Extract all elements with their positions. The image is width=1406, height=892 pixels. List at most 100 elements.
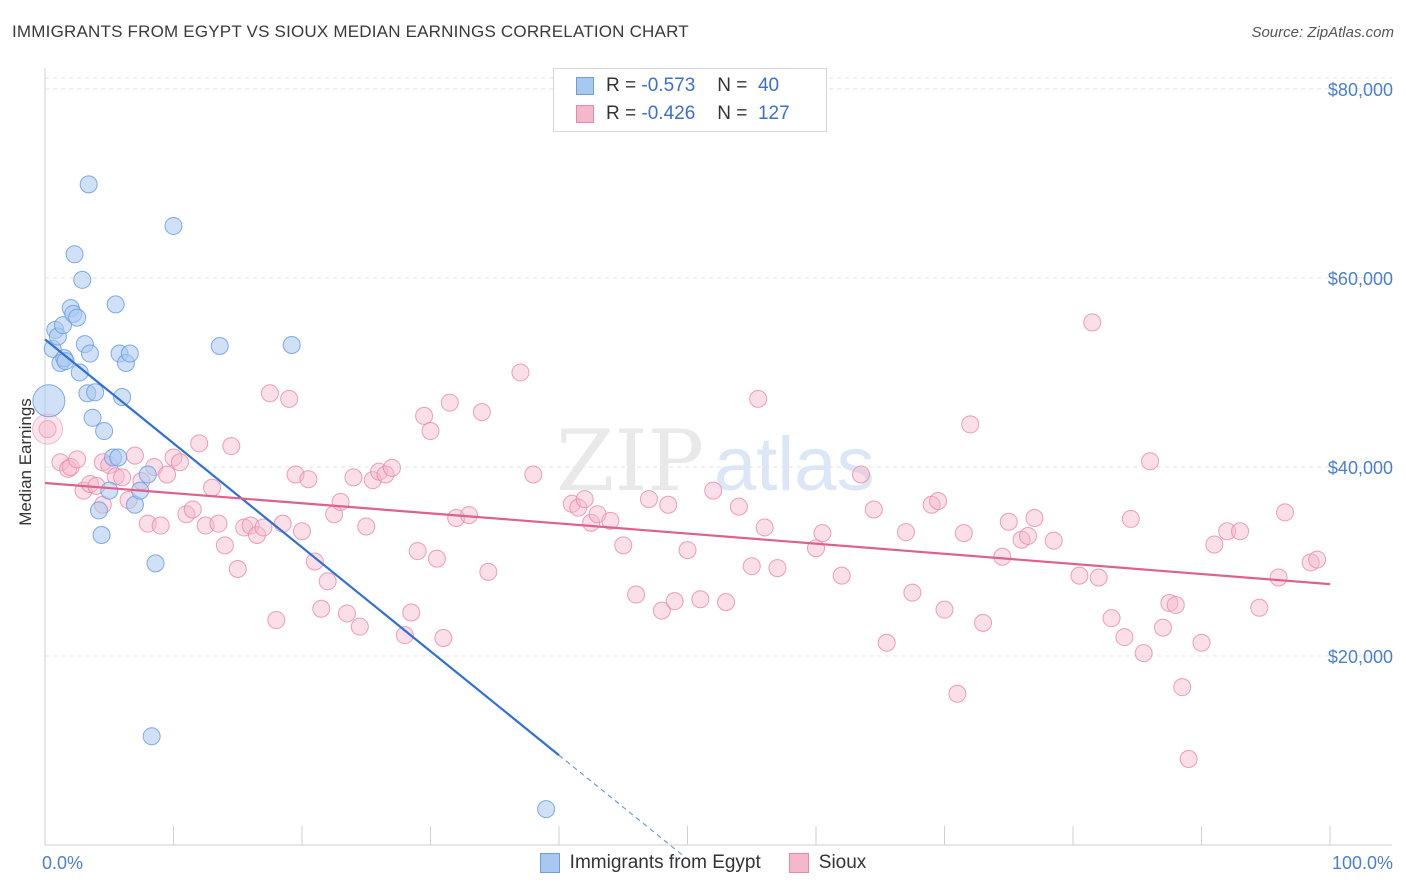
sioux-point <box>421 422 440 441</box>
sioux-point <box>1089 568 1108 587</box>
sioux-point <box>260 384 279 403</box>
legend-item-egypt: Immigrants from Egypt <box>539 852 761 874</box>
sioux-legend-swatch <box>788 853 809 873</box>
sioux-point <box>190 434 209 453</box>
sioux-point <box>614 536 633 555</box>
sioux-point <box>318 572 337 591</box>
sioux-point <box>293 522 311 541</box>
sioux-point <box>177 505 196 524</box>
sioux-point <box>678 541 697 560</box>
sioux-point <box>903 583 922 602</box>
sioux-point <box>832 566 851 585</box>
sioux-point <box>1083 313 1102 332</box>
sioux-point <box>665 592 684 611</box>
x-tick-label-max: 100.0% <box>1332 853 1393 873</box>
egypt-trend-extension <box>558 754 688 860</box>
sioux-point <box>575 490 594 509</box>
legend-sioux-label: Sioux <box>818 852 867 873</box>
egypt-point <box>83 408 102 427</box>
egypt-point <box>79 175 98 194</box>
sioux-point <box>877 633 896 652</box>
egypt-point <box>109 448 128 467</box>
sioux-point <box>1153 618 1172 637</box>
sioux-point <box>209 514 228 533</box>
watermark: ZIP atlas <box>556 412 875 510</box>
egypt-point <box>32 384 66 418</box>
sioux-point <box>415 406 434 425</box>
egypt-point <box>537 800 556 819</box>
sioux-point <box>1173 678 1192 697</box>
grid-lines <box>45 77 1392 657</box>
sioux-point <box>125 446 144 465</box>
egypt-point <box>120 344 139 363</box>
legend-row-egypt: R = -0.573 N = 40 <box>576 74 779 98</box>
sioux-point <box>1019 526 1038 545</box>
egypt-point <box>92 526 111 544</box>
sioux-point <box>164 448 183 467</box>
egypt-point <box>113 388 132 407</box>
sioux-point <box>305 552 324 571</box>
sioux-trend-line <box>44 481 1331 586</box>
y-axis-label: Median Earnings <box>16 398 35 526</box>
egypt-legend-swatch <box>539 853 560 873</box>
sioux-point <box>1102 609 1121 628</box>
sioux-point <box>273 514 292 533</box>
sioux-point <box>961 415 980 434</box>
sioux-point <box>1121 509 1140 528</box>
legend-r-value: -0.573 <box>641 75 696 96</box>
sioux-point <box>331 492 350 511</box>
legend-n-value: 127 <box>757 103 790 124</box>
sioux-point <box>1179 749 1198 768</box>
sioux-point <box>974 613 993 632</box>
egypt-point <box>86 383 105 402</box>
sioux-point <box>1192 633 1211 652</box>
egypt-point <box>100 481 119 500</box>
watermark-zip: ZIP <box>556 412 704 510</box>
sioux-point <box>402 603 421 622</box>
sioux-point <box>472 403 491 422</box>
sioux-point <box>929 491 948 510</box>
sioux-point <box>639 490 658 509</box>
legend-r-label: R = <box>606 103 637 124</box>
legend-r-value: -0.426 <box>641 103 696 124</box>
chart-title: IMMIGRANTS FROM EGYPT VS SIOUX MEDIAN EA… <box>12 22 689 41</box>
source-label: Source: ZipAtlas.com <box>1251 24 1394 41</box>
sioux-point <box>228 560 247 579</box>
sioux-point <box>222 437 241 456</box>
sioux-point <box>1218 522 1237 541</box>
sioux-point <box>1166 595 1185 614</box>
sioux-point <box>1269 568 1288 587</box>
egypt-swatch <box>576 77 594 95</box>
sioux-point <box>183 500 202 519</box>
axes <box>44 68 1392 846</box>
sioux-point <box>1231 522 1250 541</box>
sioux-point <box>627 585 646 604</box>
sioux-point <box>813 524 832 543</box>
sioux-point <box>395 626 414 645</box>
egypt-point <box>89 501 108 520</box>
sioux-point <box>896 523 915 542</box>
egypt-point <box>53 316 72 335</box>
legend-n-label: N = <box>717 103 748 124</box>
sioux-point <box>652 601 671 620</box>
sioux-point <box>601 511 620 530</box>
sioux-point <box>1115 628 1134 647</box>
sioux-point <box>1250 598 1269 617</box>
sioux-point <box>742 557 761 576</box>
sioux-points <box>32 313 1327 768</box>
sioux-point <box>948 684 967 703</box>
sioux-point <box>1276 503 1295 522</box>
watermark-atlas: atlas <box>714 422 875 507</box>
sioux-point <box>68 450 87 469</box>
egypt-point <box>282 336 301 355</box>
egypt-point <box>95 422 114 441</box>
egypt-point <box>70 363 89 382</box>
sioux-point <box>357 517 376 536</box>
sioux-point <box>158 465 177 484</box>
x-tick-label-min: 0.0% <box>42 853 83 873</box>
y-tick-label: $40,000 <box>1328 458 1393 478</box>
egypt-point <box>73 270 92 289</box>
sioux-point <box>659 495 678 514</box>
tick-labels: $20,000 $40,000 $60,000 $80,000 0.0% 100.0% <box>42 80 1393 873</box>
sioux-point <box>954 524 973 543</box>
